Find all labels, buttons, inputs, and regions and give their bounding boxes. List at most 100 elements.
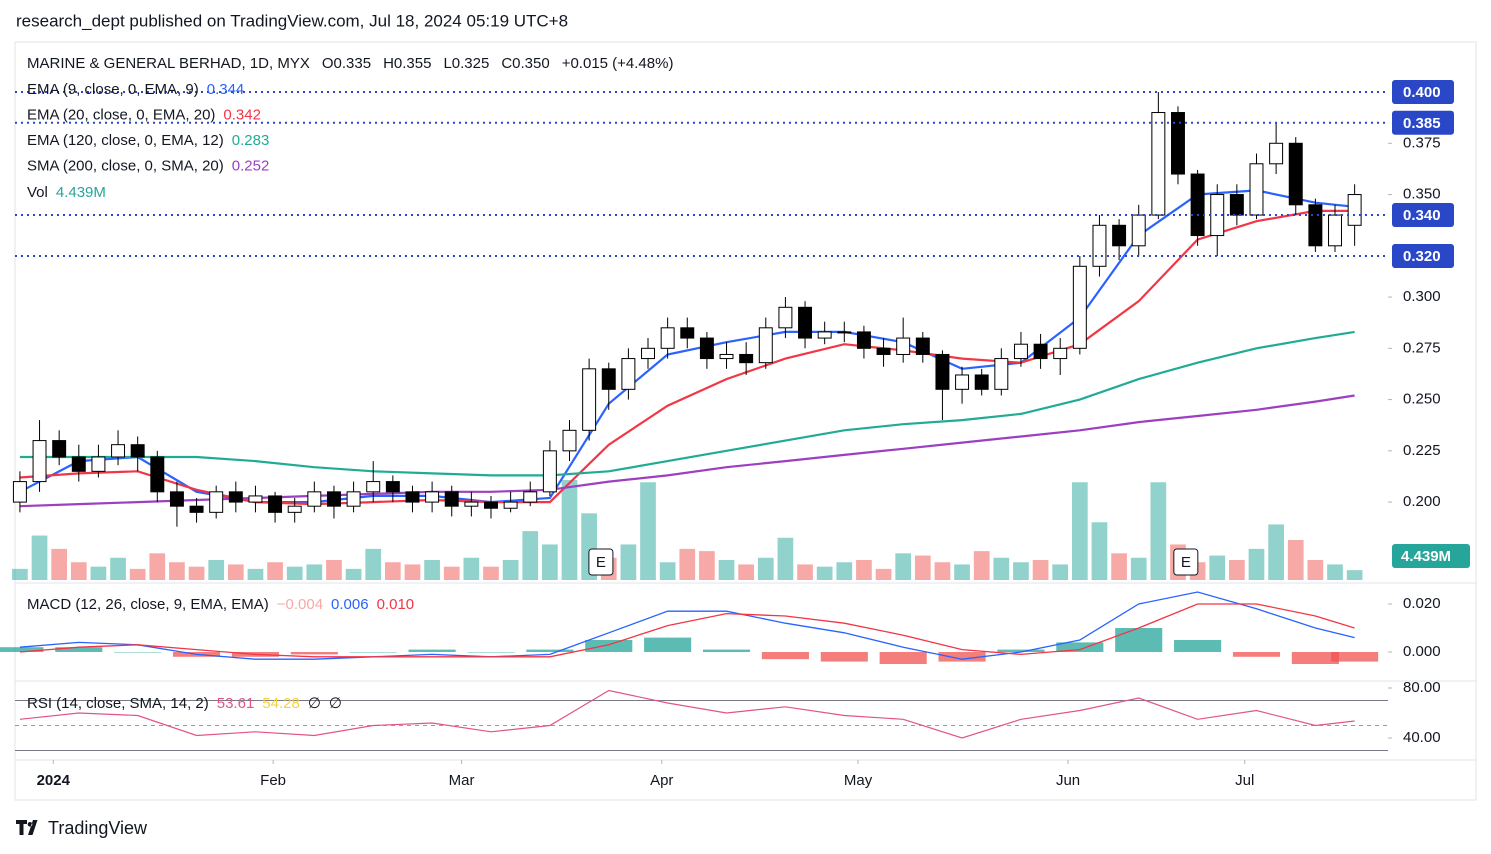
candle-body xyxy=(680,327,695,339)
volume-bar xyxy=(561,480,578,580)
volume-bar xyxy=(1111,553,1127,580)
volume-bar xyxy=(306,564,323,580)
candle-body xyxy=(856,331,871,349)
volume-bar xyxy=(1327,564,1343,580)
candle-body xyxy=(935,353,950,390)
volume-bar xyxy=(522,531,539,580)
candle-body xyxy=(484,501,498,509)
macd-histogram xyxy=(1291,651,1339,664)
volume-bar xyxy=(1268,524,1284,580)
candle-body xyxy=(974,374,989,390)
volume-bar xyxy=(1287,540,1304,580)
volume-bar xyxy=(169,562,185,580)
x-tick-label: Mar xyxy=(449,772,475,789)
legend-item: 0.342 xyxy=(223,106,261,123)
candle-body xyxy=(503,501,518,509)
macd-histogram xyxy=(820,651,868,662)
candle-body xyxy=(1328,214,1342,247)
volume-bar xyxy=(345,568,362,580)
volume-bar xyxy=(1209,555,1226,580)
volume-bar xyxy=(640,482,656,580)
y-tick-label: 0.275 xyxy=(1403,339,1441,356)
volume-bar xyxy=(1150,482,1167,580)
macd-histogram xyxy=(938,651,986,662)
macd-histogram xyxy=(585,639,633,652)
volume-bar xyxy=(110,557,126,580)
legend-item: EMA (9, close, 0, EMA, 9) xyxy=(27,81,199,98)
candle-body xyxy=(915,337,930,355)
volume-bar xyxy=(424,560,440,580)
volume-bar xyxy=(954,564,970,580)
candle-body xyxy=(523,491,538,503)
volume-bar xyxy=(70,562,87,580)
candle-body xyxy=(268,495,283,513)
legend-item: RSI (14, close, SMA, 14, 2) xyxy=(27,695,209,712)
volume-bar xyxy=(1130,557,1147,580)
candle-body xyxy=(641,347,655,360)
volume-bar xyxy=(895,553,912,580)
x-tick-label: Feb xyxy=(260,772,286,789)
volume-bar xyxy=(757,557,774,580)
macd-histogram xyxy=(290,651,338,655)
volume-bar xyxy=(90,566,107,580)
volume-bar xyxy=(777,537,794,580)
rsi-tick-label: 80.00 xyxy=(1403,679,1441,696)
candle-body xyxy=(994,358,1009,390)
candle-body xyxy=(1112,224,1127,247)
volume-bar xyxy=(384,562,401,580)
volume-bar xyxy=(797,564,813,580)
legend-item: 0.344 xyxy=(207,81,245,98)
volume-bar xyxy=(659,562,676,580)
brand: TradingView xyxy=(48,818,148,838)
candle-body xyxy=(150,456,165,493)
candle-body xyxy=(1288,142,1303,206)
legend-row: Vol 4.439M xyxy=(27,184,106,201)
candle-body xyxy=(955,374,970,390)
price-label: 0.400 xyxy=(1403,84,1441,101)
volume-bar xyxy=(1091,522,1108,580)
volume-bar xyxy=(1032,560,1049,580)
candle-body xyxy=(562,429,577,452)
y-tick-label: 0.350 xyxy=(1403,186,1441,203)
earnings-label: E xyxy=(1181,554,1191,571)
x-tick-label: Jul xyxy=(1235,772,1254,789)
volume-bar xyxy=(149,553,166,580)
macd-histogram xyxy=(1331,651,1379,662)
volume-bar xyxy=(836,562,853,580)
macd-histogram xyxy=(114,651,162,653)
earnings-box xyxy=(588,548,614,576)
candle-body xyxy=(817,331,832,339)
indicator-line xyxy=(19,394,1355,508)
candle-body xyxy=(169,491,184,507)
candle-body xyxy=(1092,224,1107,267)
candle-body xyxy=(1269,142,1284,165)
candle-body xyxy=(326,491,341,507)
legend-item: +0.015 (+4.48%) xyxy=(562,55,674,72)
volume-bar xyxy=(502,560,519,580)
legend-item: Vol xyxy=(27,184,48,201)
legend-item: 54.28 xyxy=(262,695,300,712)
macd-histogram xyxy=(644,637,692,652)
legend-item: L0.325 xyxy=(443,55,489,72)
y-tick-label: 0.250 xyxy=(1403,391,1441,408)
candle-body xyxy=(1347,194,1362,226)
candle-body xyxy=(307,491,322,507)
volume-bar xyxy=(679,548,696,580)
earnings-box xyxy=(1173,548,1199,576)
candle-body xyxy=(1229,194,1244,216)
candle-body xyxy=(1190,173,1205,237)
price-label-box xyxy=(1392,80,1454,105)
earnings-marker: E xyxy=(1173,548,1199,576)
chart-frame xyxy=(14,41,1477,801)
legend-row: MACD (12, 26, close, 9, EMA, EMA) −0.004 0… xyxy=(27,596,414,613)
y-tick-label: 0.375 xyxy=(1403,134,1441,151)
candle-body xyxy=(1308,204,1323,247)
candle-body xyxy=(12,481,27,503)
y-tick-label: 0.300 xyxy=(1403,288,1441,305)
volume-bar xyxy=(1307,560,1324,580)
y-tick-label: 0.225 xyxy=(1403,442,1441,459)
volume-bar xyxy=(483,566,499,580)
volume-bar xyxy=(856,560,872,580)
candle-body xyxy=(1151,112,1166,216)
indicator-line xyxy=(19,330,1355,477)
